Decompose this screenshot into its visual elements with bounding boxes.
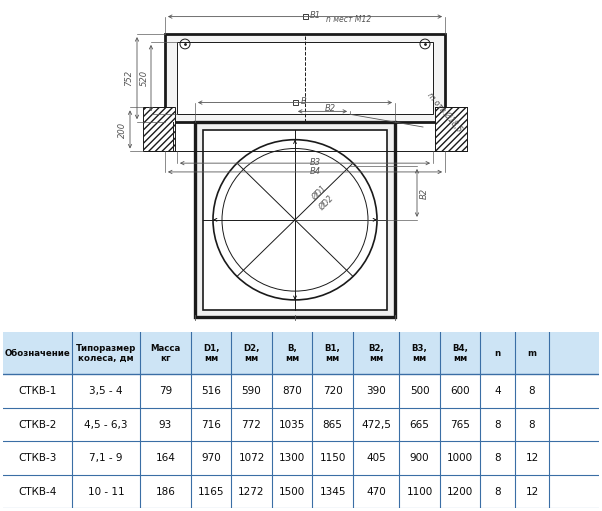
Text: 1035: 1035 (279, 420, 305, 430)
Text: 1200: 1200 (447, 486, 473, 497)
Text: 772: 772 (241, 420, 261, 430)
Text: В2: В2 (324, 104, 336, 113)
Text: 1272: 1272 (238, 486, 265, 497)
Text: 12: 12 (526, 486, 539, 497)
Text: 1150: 1150 (320, 453, 346, 463)
Text: 8: 8 (494, 486, 501, 497)
Text: Обозначение: Обозначение (4, 349, 70, 358)
Text: 405: 405 (366, 453, 386, 463)
Text: ØD1: ØD1 (310, 184, 328, 202)
Bar (302, 160, 308, 166)
Bar (165, 34, 445, 122)
Text: СТКВ-3: СТКВ-3 (18, 453, 57, 463)
Text: 600: 600 (450, 386, 470, 396)
Text: 4: 4 (494, 386, 501, 396)
Text: СТКВ-1: СТКВ-1 (18, 386, 57, 396)
Text: СТКВ-4: СТКВ-4 (18, 486, 57, 497)
Text: 164: 164 (155, 453, 175, 463)
Text: 1000: 1000 (447, 453, 473, 463)
Text: 1072: 1072 (238, 453, 265, 463)
Text: В1,
мм: В1, мм (324, 343, 341, 363)
Text: Типоразмер
колеса, дм: Типоразмер колеса, дм (76, 343, 136, 363)
Text: 200: 200 (118, 122, 127, 137)
Text: В2,
мм: В2, мм (368, 343, 384, 363)
Text: 8: 8 (494, 453, 501, 463)
Text: 186: 186 (155, 486, 175, 497)
Text: 8: 8 (494, 420, 501, 430)
Text: В,
мм: В, мм (285, 343, 299, 363)
Text: n: n (495, 349, 501, 358)
Text: D2,
мм: D2, мм (243, 343, 260, 363)
Text: 8: 8 (529, 420, 535, 430)
Text: ØD2: ØD2 (317, 194, 335, 212)
Text: m отв.Ø18,5: m отв.Ø18,5 (425, 91, 463, 134)
Text: В3,
мм: В3, мм (412, 343, 427, 363)
Text: 93: 93 (159, 420, 172, 430)
Bar (3, 375, 599, 408)
Text: 1345: 1345 (319, 486, 346, 497)
Text: В4: В4 (309, 167, 321, 176)
Text: 665: 665 (410, 420, 430, 430)
Bar (177, 42, 433, 114)
Text: 970: 970 (201, 453, 221, 463)
Text: 752: 752 (124, 70, 133, 86)
Text: 1165: 1165 (198, 486, 225, 497)
Text: 720: 720 (323, 386, 343, 396)
Text: В: В (300, 97, 306, 106)
Text: В3: В3 (309, 158, 321, 167)
Text: 472,5: 472,5 (361, 420, 391, 430)
Bar (195, 122, 395, 317)
Bar (3, 408, 599, 442)
Text: 10 - 11: 10 - 11 (87, 486, 124, 497)
Text: 7,1 - 9: 7,1 - 9 (89, 453, 123, 463)
Text: В4,
мм: В4, мм (452, 343, 468, 363)
Bar (143, 107, 175, 151)
Text: 765: 765 (450, 420, 470, 430)
Text: 865: 865 (323, 420, 343, 430)
Text: СТКВ-2: СТКВ-2 (18, 420, 57, 430)
Text: 390: 390 (366, 386, 386, 396)
Bar (3, 475, 599, 508)
Text: 516: 516 (201, 386, 221, 396)
Text: В1: В1 (309, 11, 321, 20)
Bar (3, 332, 599, 375)
Text: 590: 590 (241, 386, 261, 396)
Text: 520: 520 (140, 70, 149, 86)
Text: 8: 8 (529, 386, 535, 396)
Text: 716: 716 (201, 420, 221, 430)
Text: 1500: 1500 (279, 486, 305, 497)
Bar (435, 107, 467, 151)
Text: 500: 500 (410, 386, 429, 396)
Bar (302, 14, 308, 19)
Text: 900: 900 (410, 453, 429, 463)
Text: 1300: 1300 (279, 453, 305, 463)
Text: 4,5 - 6,3: 4,5 - 6,3 (84, 420, 128, 430)
Bar (293, 100, 297, 105)
Text: D1,
мм: D1, мм (203, 343, 219, 363)
Bar (302, 170, 308, 174)
Text: В2: В2 (420, 188, 429, 198)
Text: 870: 870 (282, 386, 302, 396)
Bar (3, 442, 599, 475)
Text: Масса
кг: Масса кг (150, 343, 181, 363)
Text: 1100: 1100 (406, 486, 433, 497)
Text: m: m (527, 349, 536, 358)
Text: 79: 79 (159, 386, 172, 396)
Text: 12: 12 (526, 453, 539, 463)
Text: 470: 470 (366, 486, 386, 497)
Text: 3,5 - 4: 3,5 - 4 (89, 386, 123, 396)
Bar (203, 130, 387, 310)
Text: n мест М12: n мест М12 (326, 15, 371, 24)
